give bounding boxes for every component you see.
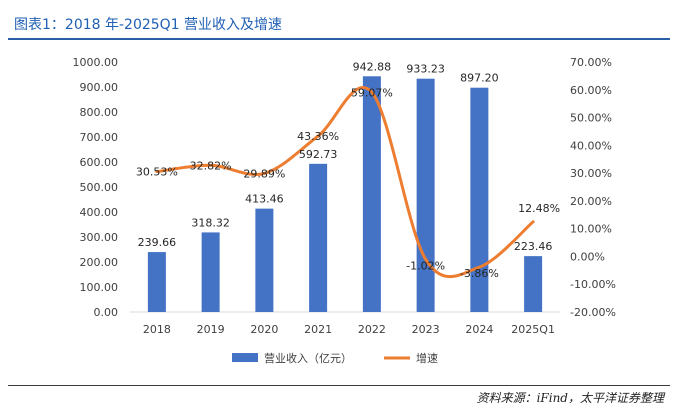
x-tick-label: 2023 bbox=[412, 323, 440, 336]
y2-tick-label: -20.00% bbox=[570, 306, 616, 319]
source-rule bbox=[8, 385, 670, 386]
x-tick-label: 2019 bbox=[197, 323, 225, 336]
legend-bar-label: 营业收入（亿元） bbox=[264, 351, 352, 365]
bar-value-label: 942.88 bbox=[353, 60, 392, 73]
y-tick-label: 300.00 bbox=[80, 231, 119, 244]
bar-value-label: 318.32 bbox=[191, 216, 230, 229]
x-tick-label: 2020 bbox=[250, 323, 278, 336]
y2-tick-label: 30.00% bbox=[570, 167, 612, 180]
figure-header: 图表1：2018 年-2025Q1 营业收入及增速 bbox=[8, 10, 670, 40]
revenue-bar bbox=[201, 232, 220, 312]
growth-value-label: -3.86% bbox=[460, 267, 499, 280]
bar-value-label: 592.73 bbox=[299, 148, 338, 161]
x-tick-label: 2024 bbox=[465, 323, 493, 336]
growth-value-label: 32.82% bbox=[190, 159, 232, 172]
revenue-bar bbox=[416, 78, 435, 312]
y2-tick-label: 70.00% bbox=[570, 56, 612, 69]
x-tick-label: 2021 bbox=[304, 323, 332, 336]
y-tick-label: 1000.00 bbox=[73, 56, 119, 69]
bar-value-label: 933.23 bbox=[406, 63, 445, 76]
growth-value-label: 12.48% bbox=[518, 202, 560, 215]
revenue-bar bbox=[255, 208, 274, 312]
y2-tick-label: -10.00% bbox=[570, 278, 616, 291]
bar-value-label: 413.46 bbox=[245, 193, 284, 206]
title-rule bbox=[8, 38, 670, 40]
revenue-bar bbox=[524, 256, 543, 312]
y2-tick-label: 10.00% bbox=[570, 223, 612, 236]
y2-tick-label: 20.00% bbox=[570, 195, 612, 208]
y-tick-label: 900.00 bbox=[80, 81, 119, 94]
x-tick-label: 2025Q1 bbox=[511, 323, 555, 336]
growth-line bbox=[155, 86, 535, 279]
y-tick-label: 400.00 bbox=[80, 206, 119, 219]
growth-value-label: 30.53% bbox=[136, 166, 178, 179]
y2-tick-label: 40.00% bbox=[570, 139, 612, 152]
y-tick-label: 800.00 bbox=[80, 106, 119, 119]
x-tick-label: 2022 bbox=[358, 323, 386, 336]
bar-value-label: 223.46 bbox=[514, 240, 553, 253]
bar-value-label: 239.66 bbox=[138, 236, 177, 249]
revenue-bar bbox=[362, 76, 381, 312]
y2-tick-label: 60.00% bbox=[570, 84, 612, 97]
growth-value-label: -1.02% bbox=[406, 259, 445, 272]
y-tick-label: 700.00 bbox=[80, 131, 119, 144]
source-note: 资料来源：iFind，太平洋证券整理 bbox=[476, 391, 664, 405]
growth-value-label: 59.07% bbox=[351, 86, 393, 99]
growth-value-label: 43.36% bbox=[297, 130, 339, 143]
growth-value-label: 29.89% bbox=[243, 167, 285, 180]
legend-bar-swatch bbox=[232, 353, 258, 362]
y-tick-label: 500.00 bbox=[80, 181, 119, 194]
figure-title: 图表1：2018 年-2025Q1 营业收入及增速 bbox=[14, 17, 283, 33]
bar-value-label: 897.20 bbox=[460, 72, 499, 85]
y-tick-label: 100.00 bbox=[80, 281, 119, 294]
revenue-bar bbox=[309, 163, 328, 312]
y2-tick-label: 50.00% bbox=[570, 112, 612, 125]
y-tick-label: 0.00 bbox=[94, 306, 119, 319]
legend-line-label: 增速 bbox=[416, 351, 438, 365]
revenue-bar bbox=[147, 252, 166, 312]
revenue-bar bbox=[470, 87, 489, 312]
x-tick-label: 2018 bbox=[143, 323, 171, 336]
y-tick-label: 600.00 bbox=[80, 156, 119, 169]
y-tick-label: 200.00 bbox=[80, 256, 119, 269]
y2-tick-label: 0.00% bbox=[570, 250, 605, 263]
